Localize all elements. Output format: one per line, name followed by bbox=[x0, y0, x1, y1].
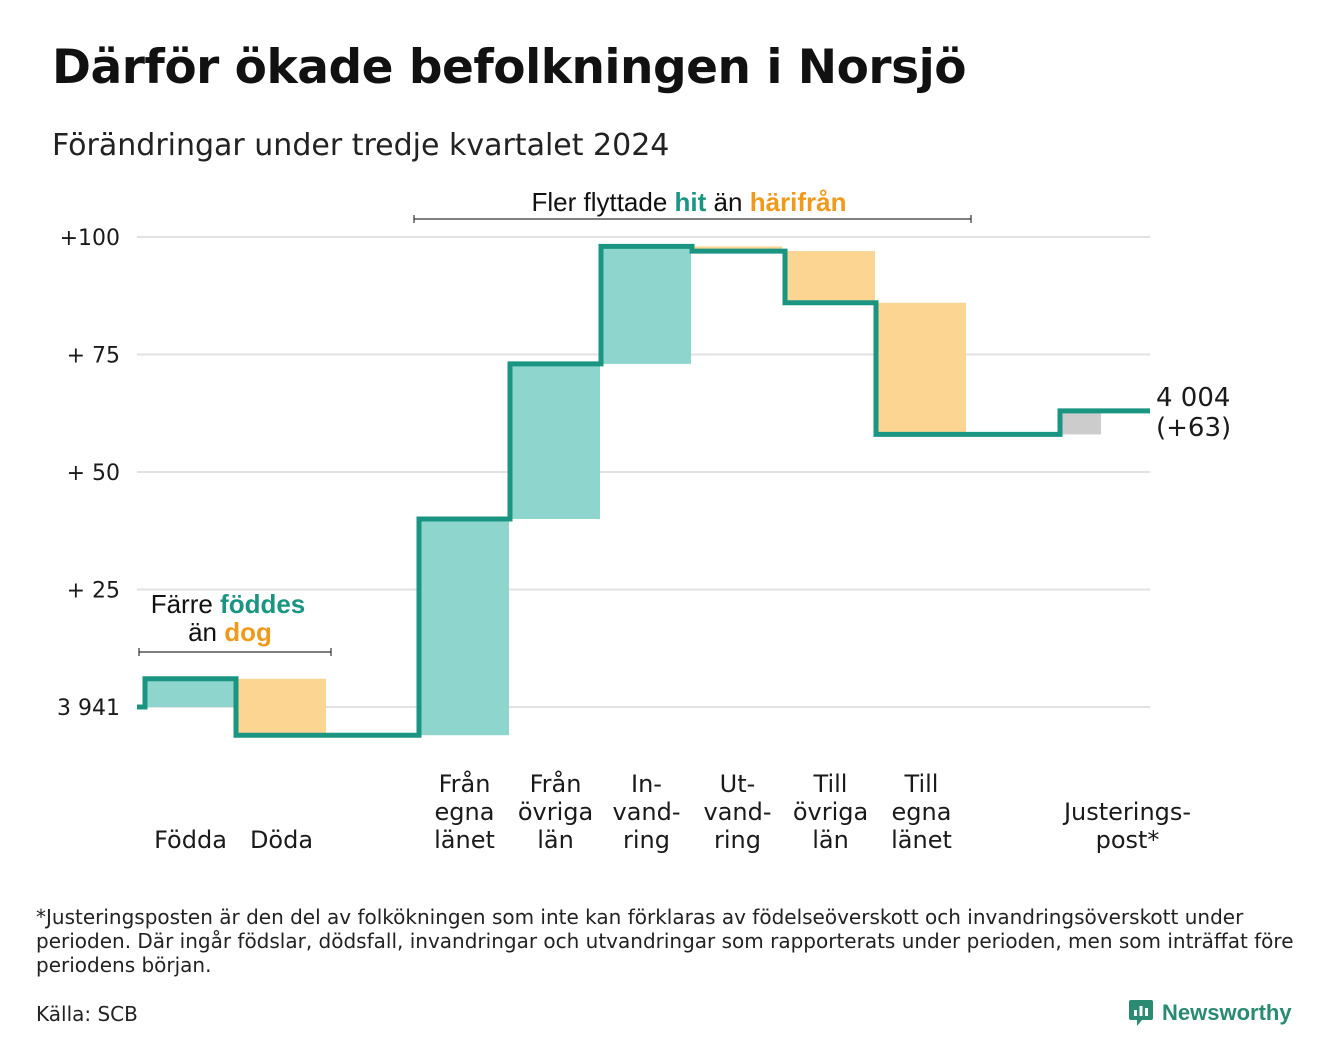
category-label: vand- bbox=[703, 798, 771, 826]
category-label: övriga bbox=[793, 798, 868, 826]
y-tick-label: + 25 bbox=[67, 579, 120, 604]
category-label: post* bbox=[1096, 826, 1160, 854]
category-label: Till bbox=[813, 770, 848, 798]
category-label: In- bbox=[631, 770, 662, 798]
footnote: *Justeringsposten är den del av folkökni… bbox=[36, 905, 1294, 977]
cumulative-step-line bbox=[137, 243, 1150, 738]
category-label: Justerings- bbox=[1062, 798, 1191, 826]
waterfall-bar bbox=[236, 678, 326, 736]
category-label: övriga bbox=[518, 798, 593, 826]
waterfall-bar bbox=[1061, 410, 1101, 435]
waterfall-chart: +100 + 75 + 50 + 25 3 941 4 004(+63) Födda Döda… bbox=[57, 187, 1231, 854]
category-label: ring bbox=[623, 826, 670, 854]
category-label: vand- bbox=[612, 798, 680, 826]
brand-name: Newsworthy bbox=[1162, 1000, 1292, 1025]
end-value-label: 4 004 bbox=[1156, 383, 1230, 413]
end-change-label: (+63) bbox=[1156, 413, 1231, 443]
newsworthy-logo-icon bbox=[1129, 1000, 1153, 1026]
annotation-births-line1: Färre föddes bbox=[151, 589, 306, 619]
category-label: Födda bbox=[154, 826, 227, 854]
brand-logo: Newsworthy bbox=[1128, 998, 1292, 1028]
y-tick-label: +100 bbox=[60, 226, 120, 251]
category-label: länet bbox=[891, 826, 952, 854]
chart-subtitle: Förändringar under tredje kvartalet 2024 bbox=[52, 128, 670, 163]
annotation-migration: Fler flyttade hit än härifrån bbox=[531, 187, 846, 217]
y-tick-label: + 75 bbox=[67, 344, 120, 369]
category-label: Ut- bbox=[720, 770, 756, 798]
y-tick-label: 3 941 bbox=[57, 696, 120, 721]
waterfall-bar bbox=[419, 519, 509, 736]
source-note: Källa: SCB bbox=[36, 1002, 138, 1026]
waterfall-bar bbox=[876, 302, 966, 435]
category-label: egna bbox=[435, 798, 495, 826]
category-label: Till bbox=[904, 770, 939, 798]
waterfall-bar bbox=[145, 678, 235, 707]
chart-title: Därför ökade befolkningen i Norsjö bbox=[52, 40, 966, 95]
annotation-migration-bracket bbox=[413, 215, 972, 223]
y-tick-label: + 50 bbox=[67, 461, 120, 486]
category-label: länet bbox=[434, 826, 495, 854]
waterfall-bar bbox=[785, 251, 875, 303]
annotation-births-bracket bbox=[138, 648, 332, 656]
category-label: län bbox=[812, 826, 849, 854]
category-label: Från bbox=[439, 769, 491, 798]
annotation-births-line2: än dog bbox=[188, 617, 272, 647]
waterfall-bar bbox=[510, 363, 600, 519]
category-label: Döda bbox=[250, 826, 313, 854]
category-label: egna bbox=[892, 798, 952, 826]
category-label: Från bbox=[530, 769, 582, 798]
category-label: ring bbox=[714, 826, 761, 854]
category-label: län bbox=[537, 826, 574, 854]
waterfall-bar bbox=[601, 246, 691, 364]
